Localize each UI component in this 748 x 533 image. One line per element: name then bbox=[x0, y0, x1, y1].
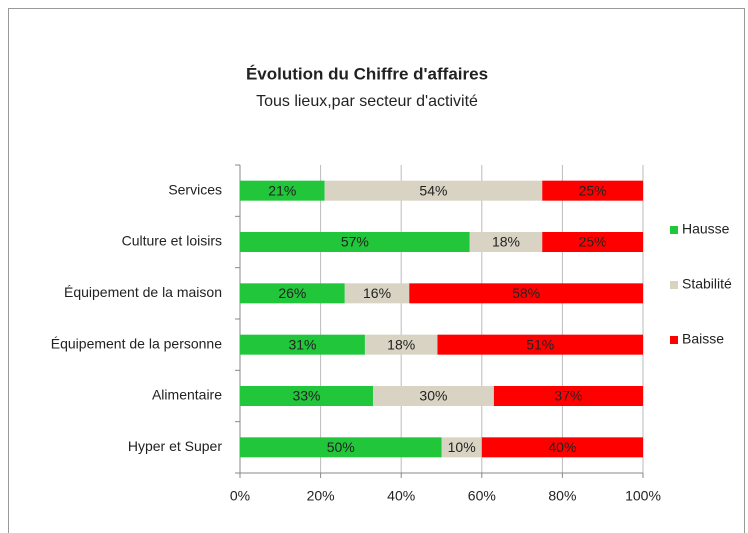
x-tick-label: 100% bbox=[625, 488, 661, 504]
legend-label: Stabilité bbox=[682, 276, 732, 292]
data-label: 16% bbox=[363, 285, 391, 301]
bar-segment bbox=[240, 232, 470, 252]
data-label: 58% bbox=[512, 285, 540, 301]
bar-segment bbox=[240, 386, 373, 406]
bar-segment bbox=[240, 180, 325, 201]
data-label: 51% bbox=[526, 336, 554, 352]
data-label: 57% bbox=[341, 234, 369, 250]
data-label: 33% bbox=[292, 388, 320, 404]
bar-segment bbox=[542, 180, 643, 201]
data-label: 21% bbox=[268, 182, 296, 198]
legend-swatch bbox=[670, 226, 678, 234]
data-label: 18% bbox=[492, 234, 520, 250]
y-tick-label: Hyper et Super bbox=[128, 438, 222, 454]
y-tick-label: Culture et loisirs bbox=[122, 233, 222, 249]
x-tick-label: 20% bbox=[307, 488, 335, 504]
y-tick-label: Équipement de la personne bbox=[51, 335, 222, 351]
data-label: 25% bbox=[579, 234, 607, 250]
bar-segment bbox=[441, 437, 482, 458]
legend-label: Baisse bbox=[682, 331, 724, 347]
y-tick-label: Services bbox=[168, 181, 222, 197]
data-label: 10% bbox=[448, 439, 476, 455]
bar-segment bbox=[240, 437, 442, 458]
bar-segment bbox=[469, 232, 543, 252]
legend-swatch bbox=[670, 281, 678, 289]
legend-label: Hausse bbox=[682, 221, 730, 237]
bar-segment bbox=[372, 386, 494, 406]
x-tick-label: 80% bbox=[548, 488, 576, 504]
bar-segment bbox=[240, 283, 345, 304]
bar-segment bbox=[409, 283, 643, 304]
y-tick-label: Alimentaire bbox=[152, 387, 222, 403]
data-label: 40% bbox=[548, 439, 576, 455]
data-label: 50% bbox=[327, 439, 355, 455]
bar-segment bbox=[344, 283, 410, 304]
bar-segment bbox=[437, 334, 643, 355]
y-tick-label: Équipement de la maison bbox=[64, 284, 222, 300]
x-tick-label: 40% bbox=[387, 488, 415, 504]
data-label: 37% bbox=[554, 388, 582, 404]
bar-segment bbox=[364, 334, 438, 355]
chart-frame bbox=[8, 8, 745, 533]
bar-segment bbox=[493, 386, 643, 406]
data-label: 30% bbox=[419, 388, 447, 404]
data-label: 26% bbox=[278, 285, 306, 301]
data-label: 25% bbox=[579, 182, 607, 198]
data-label: 31% bbox=[288, 336, 316, 352]
bar-segment bbox=[240, 334, 365, 355]
data-label: 54% bbox=[419, 182, 447, 198]
chart-title: Évolution du Chiffre d'affaires bbox=[246, 64, 488, 83]
chart-subtitle: Tous lieux,par secteur d'activité bbox=[256, 93, 478, 110]
bar-segment bbox=[542, 232, 643, 252]
data-label: 18% bbox=[387, 336, 415, 352]
x-tick-label: 0% bbox=[230, 488, 250, 504]
legend-swatch bbox=[670, 336, 678, 344]
bar-segment bbox=[324, 180, 543, 201]
x-tick-label: 60% bbox=[468, 488, 496, 504]
bar-segment bbox=[481, 437, 643, 458]
